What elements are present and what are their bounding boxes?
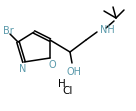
Text: O: O — [48, 60, 56, 70]
Text: Br: Br — [3, 26, 14, 36]
Text: NH: NH — [100, 25, 115, 35]
Text: H: H — [58, 79, 66, 89]
Text: OH: OH — [67, 67, 81, 77]
Text: N: N — [19, 64, 27, 74]
Text: Cl: Cl — [63, 86, 73, 96]
